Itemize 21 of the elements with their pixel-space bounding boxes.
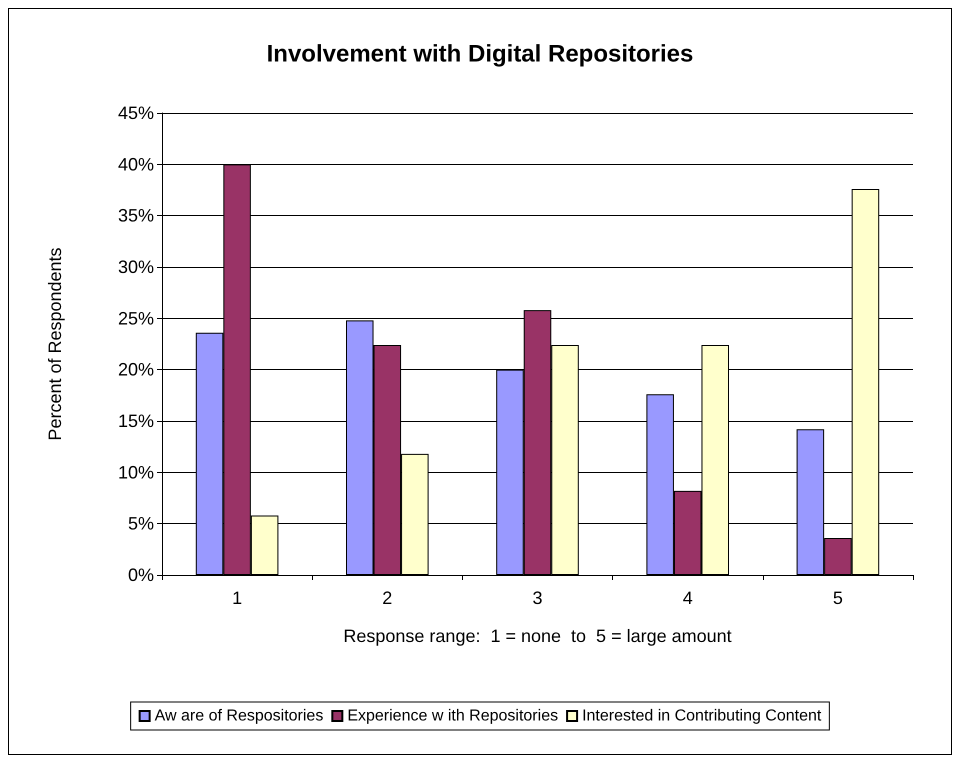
x-tick-label: 3 bbox=[532, 588, 543, 608]
legend-label: Interested in Contributing Content bbox=[582, 708, 822, 724]
x-tick-label: 4 bbox=[682, 588, 693, 608]
x-axis-title: Response range: 1 = none to 5 = large amount bbox=[343, 626, 732, 646]
y-tick-label: 35% bbox=[118, 206, 154, 226]
y-tick-label: 0% bbox=[128, 565, 154, 585]
y-tick-label: 15% bbox=[118, 411, 154, 431]
y-tick-label: 20% bbox=[118, 360, 154, 380]
legend-label: Experience w ith Repositories bbox=[347, 708, 558, 724]
legend-label: Aw are of Respositories bbox=[154, 708, 324, 724]
chart-title: Involvement with Digital Repositories bbox=[266, 40, 694, 68]
y-tick-label: 30% bbox=[118, 257, 154, 277]
x-tick-label: 1 bbox=[232, 588, 242, 608]
y-tick-label: 25% bbox=[118, 308, 154, 328]
y-tick-label: 45% bbox=[118, 103, 154, 123]
x-tick-label: 2 bbox=[382, 588, 392, 608]
x-tick-label: 5 bbox=[832, 588, 843, 608]
y-axis-title: Percent of Respondents bbox=[45, 247, 65, 441]
y-tick-label: 40% bbox=[118, 154, 154, 174]
y-tick-label: 5% bbox=[128, 514, 154, 534]
y-tick-label: 10% bbox=[118, 462, 154, 482]
